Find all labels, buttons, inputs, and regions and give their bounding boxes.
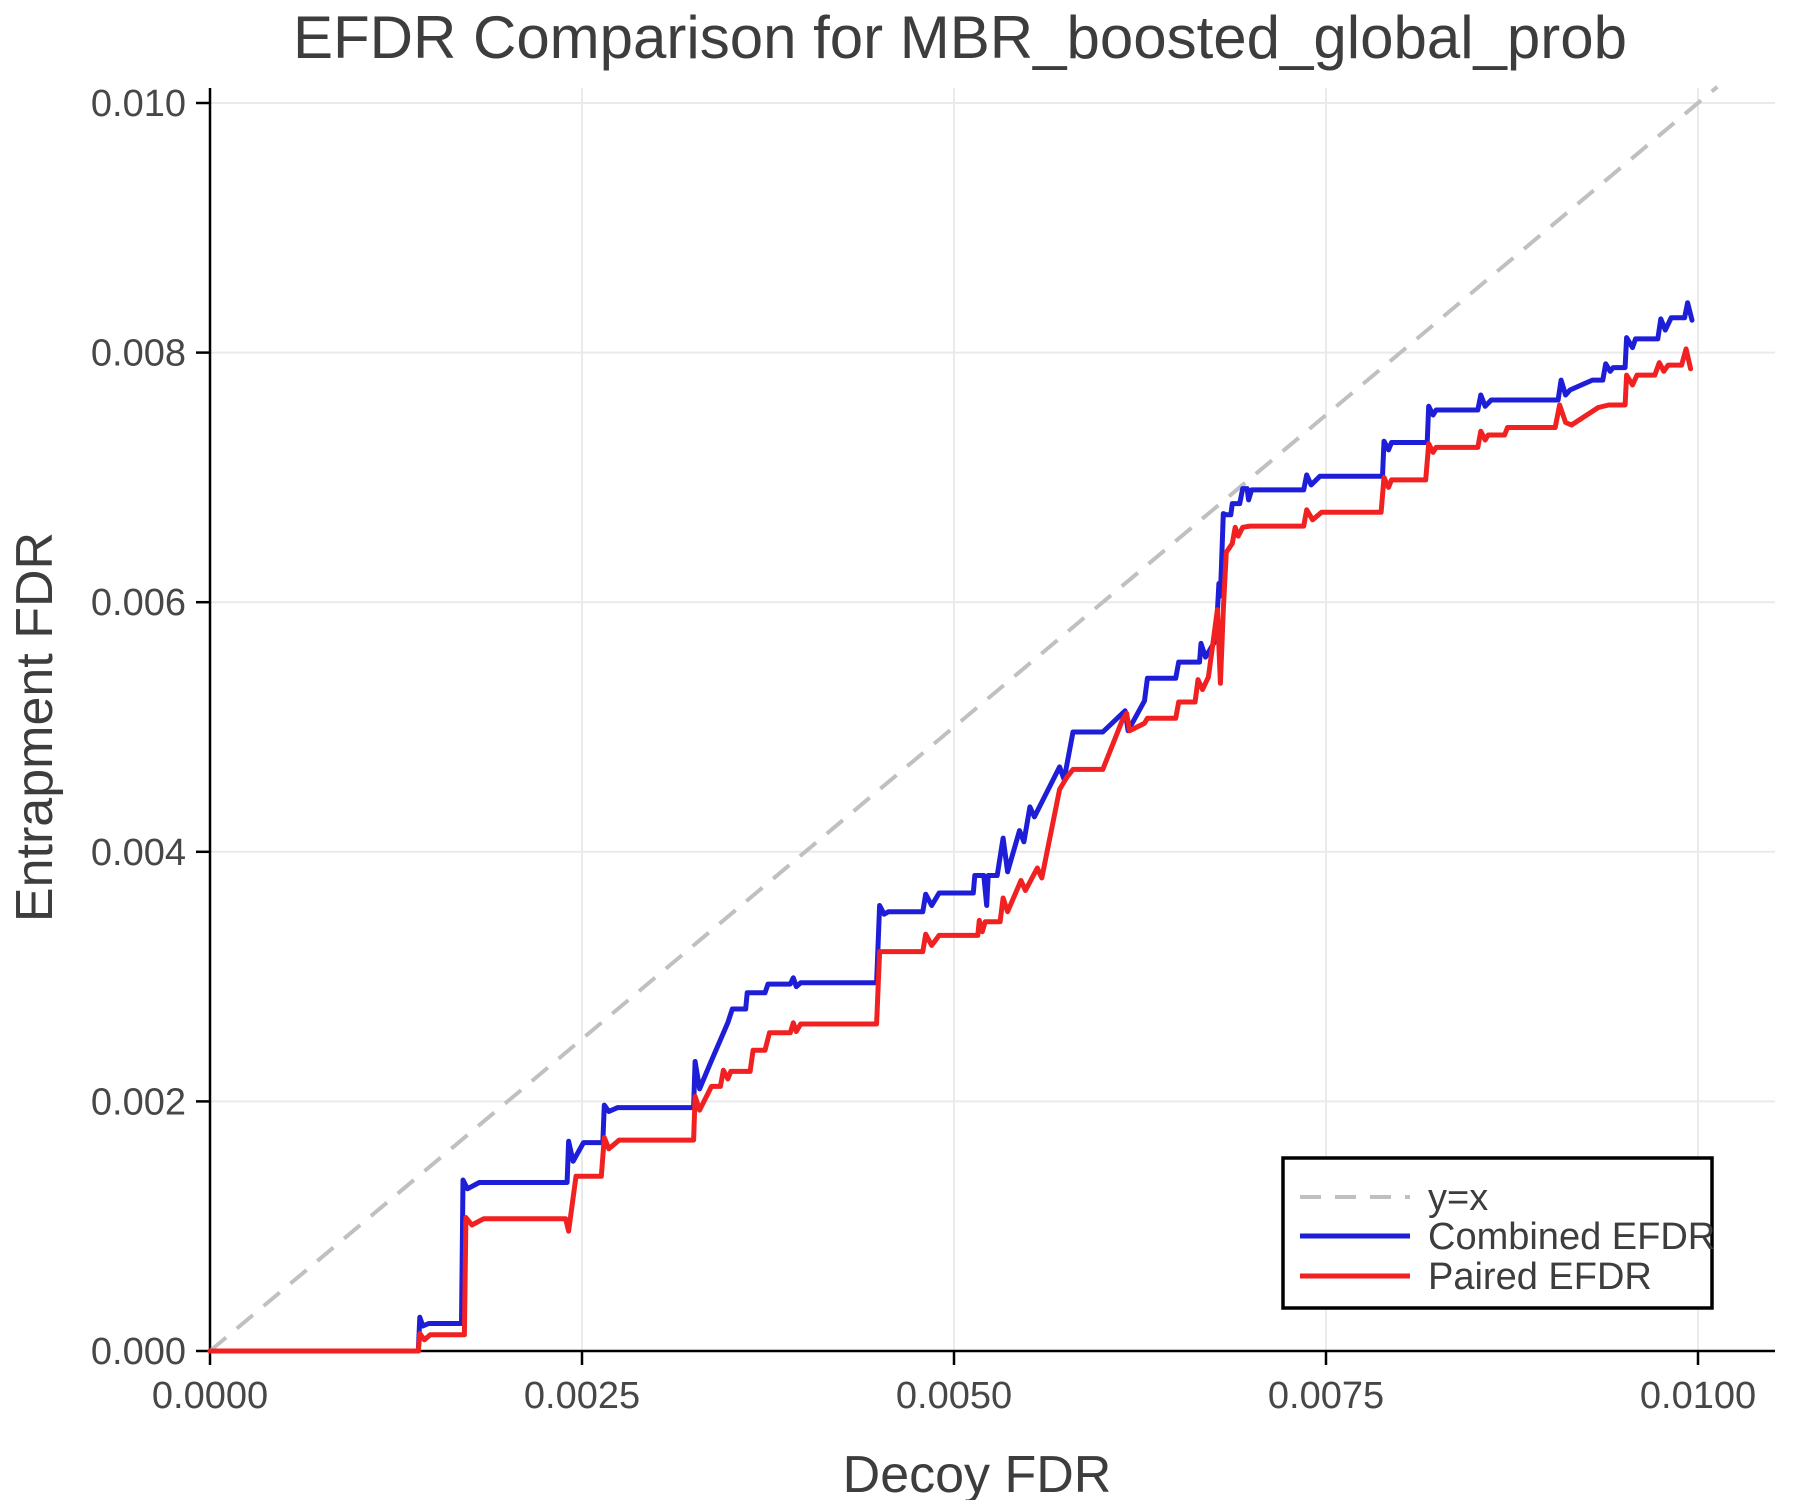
x-tick-label: 0.0025 — [524, 1375, 640, 1417]
plot-curves — [207, 85, 1719, 1354]
reference-line-y-equals-x — [208, 85, 1719, 1353]
x-tick-label: 0.0075 — [1268, 1375, 1384, 1417]
legend-box — [1281, 1156, 1714, 1310]
y-tick-labels: 0.000 0.002 0.004 0.006 0.008 0.010 — [91, 83, 186, 1373]
paired-efdr-curve — [207, 346, 1694, 1354]
y-tick-label: 0.000 — [91, 1331, 186, 1373]
legend-label-combined: Combined EFDR — [1428, 1216, 1715, 1258]
chart-title: EFDR Comparison for MBR_boosted_global_p… — [293, 4, 1627, 71]
x-tick-labels: 0.0000 0.0025 0.0050 0.0075 0.0100 — [152, 1375, 1756, 1417]
x-axis-label: Decoy FDR — [843, 1446, 1112, 1500]
y-tick-label: 0.008 — [91, 333, 186, 375]
x-tick-label: 0.0100 — [1640, 1375, 1756, 1417]
legend-label-paired: Paired EFDR — [1428, 1256, 1652, 1298]
legend-label-yx: y=x — [1428, 1177, 1488, 1219]
y-tick-label: 0.010 — [91, 83, 186, 125]
y-tick-label: 0.002 — [91, 1081, 186, 1123]
x-tick-label: 0.0050 — [896, 1375, 1012, 1417]
y-tick-label: 0.006 — [91, 582, 186, 624]
x-tick-label: 0.0000 — [152, 1375, 268, 1417]
y-axis-label: Entrapment FDR — [6, 532, 64, 922]
gridlines — [210, 88, 1775, 1351]
legend: y=x Combined EFDR Paired EFDR — [1281, 1156, 1715, 1310]
y-tick-label: 0.004 — [91, 832, 186, 874]
